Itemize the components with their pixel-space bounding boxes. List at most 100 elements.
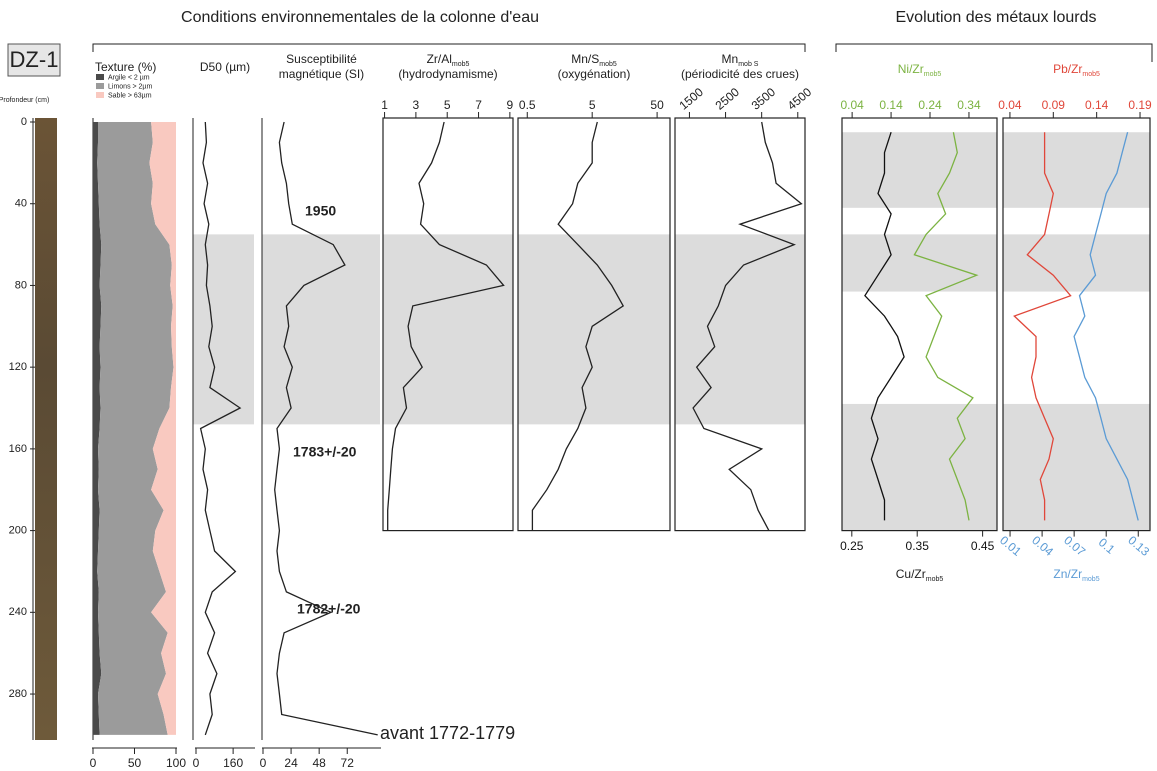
panel-subtitle: (périodicité des crues) (681, 67, 799, 81)
legend-label: Sable > 63µm (108, 92, 152, 99)
area (93, 122, 102, 735)
highlight-band (1003, 234, 1150, 292)
highlight-band (842, 403, 997, 531)
area (149, 122, 176, 735)
y-axis-label: Profondeur (cm) (0, 97, 49, 104)
x-tick-label: 0.45 (971, 539, 995, 553)
core-photo (35, 118, 57, 740)
x-tick-label: 0 (90, 756, 97, 770)
core-label-box (7, 43, 61, 77)
x-tick-label: 0.1 (1096, 535, 1118, 557)
panel-subtitle: (hydrodynamisme) (398, 67, 497, 81)
series-label: Zn/Zrmob5 (1053, 567, 1099, 583)
x-tick-label: 48 (312, 756, 326, 770)
x-tick-label: 9 (507, 98, 514, 112)
profile-line (274, 121, 378, 736)
highlight-band (675, 234, 805, 425)
x-tick-label: 0.04 (1029, 533, 1056, 559)
x-tick-label: 0.14 (1085, 98, 1109, 112)
x-tick-label: 100 (166, 756, 186, 770)
x-tick-label: 5 (444, 98, 451, 112)
core-label: DZ-1 (10, 47, 59, 72)
area (97, 122, 174, 735)
profile-line (913, 132, 979, 521)
x-tick-label: 0.09 (1042, 98, 1066, 112)
panel-title: Susceptibilité (286, 52, 357, 66)
x-tick-label: 0.01 (997, 533, 1024, 559)
annotation: 1782+/-20 (297, 601, 361, 617)
panel-frame (517, 117, 671, 532)
y-tick-label: 280 (9, 688, 27, 700)
x-tick-label: 24 (284, 756, 298, 770)
x-tick-label: 72 (341, 756, 355, 770)
series-label: Cu/Zrmob5 (896, 567, 944, 583)
x-tick-label: 0.14 (879, 98, 903, 112)
y-tick-label: 120 (9, 361, 27, 373)
x-tick-label: 0.04 (998, 98, 1022, 112)
panel-title: Zr/Almob5 (427, 52, 470, 68)
header: Evolution des métaux lourds (896, 9, 1097, 26)
series-label: Pb/Zrmob5 (1053, 62, 1100, 78)
panel-frame (841, 117, 998, 532)
highlight-band (842, 234, 997, 292)
y-tick-label: 160 (9, 443, 27, 455)
highlight-band (262, 234, 380, 425)
profile-line (864, 131, 905, 521)
x-tick-label: 1 (381, 98, 388, 112)
x-tick-label: 50 (128, 756, 142, 770)
y-tick-label: 80 (15, 279, 27, 291)
x-tick-label: 0.19 (1128, 98, 1152, 112)
annotation: 1950 (305, 203, 336, 219)
x-tick-label: 0.35 (906, 539, 930, 553)
x-tick-label: 7 (475, 98, 482, 112)
x-tick-label: 0.07 (1061, 533, 1088, 559)
y-tick-label: 0 (21, 116, 27, 128)
bracket (835, 43, 1153, 62)
x-tick-label: 50 (650, 98, 664, 112)
x-tick-label: 5 (589, 98, 596, 112)
panel-subtitle: magnétique (SI) (279, 67, 364, 81)
x-tick-label: 0.13 (1125, 533, 1152, 559)
annotation: avant 1772-1779 (380, 723, 515, 743)
legend-swatch (96, 74, 104, 80)
annotation: 1783+/-20 (293, 444, 357, 460)
highlight-band (518, 234, 670, 425)
panel-frame (382, 117, 514, 532)
highlight-band (1003, 132, 1150, 208)
legend-swatch (96, 83, 104, 89)
profile-line (1073, 132, 1139, 521)
x-tick-label: 0 (260, 756, 267, 770)
panel-frame (1002, 117, 1151, 532)
panel-title: Mnmob S (722, 52, 759, 68)
y-tick-label: 200 (9, 525, 27, 537)
x-tick-label: 4500 (785, 85, 815, 113)
x-tick-label: 1500 (676, 85, 706, 113)
header: Conditions environnementales de la colon… (181, 9, 539, 26)
series-label: Ni/Zrmob5 (898, 62, 942, 78)
legend-label: Argile < 2 µm (108, 74, 150, 81)
x-tick-label: 3500 (749, 85, 779, 113)
panel-title: Mn/Smob5 (571, 52, 617, 68)
panel-frame (674, 117, 806, 532)
legend-label: Limons > 2µm (108, 83, 152, 90)
x-tick-label: 0.24 (918, 98, 942, 112)
x-tick-label: 160 (223, 756, 243, 770)
highlight-band (1003, 403, 1150, 531)
x-tick-label: 0.04 (840, 98, 864, 112)
legend-swatch (96, 92, 104, 98)
y-tick-label: 240 (9, 606, 27, 618)
x-tick-label: 0 (193, 756, 200, 770)
panel-subtitle: (oxygénation) (558, 67, 631, 81)
x-tick-label: 0.25 (840, 539, 864, 553)
panel-title: D50 (µm) (200, 60, 250, 74)
x-tick-label: 0.5 (519, 98, 536, 112)
profile-line (387, 121, 505, 531)
panel-title: Texture (%) (95, 60, 156, 74)
highlight-band (193, 234, 254, 425)
profile-line (199, 121, 242, 736)
profile-line (692, 121, 803, 531)
x-tick-label: 2500 (713, 85, 743, 113)
profile-line (531, 121, 625, 531)
highlight-band (842, 132, 997, 208)
